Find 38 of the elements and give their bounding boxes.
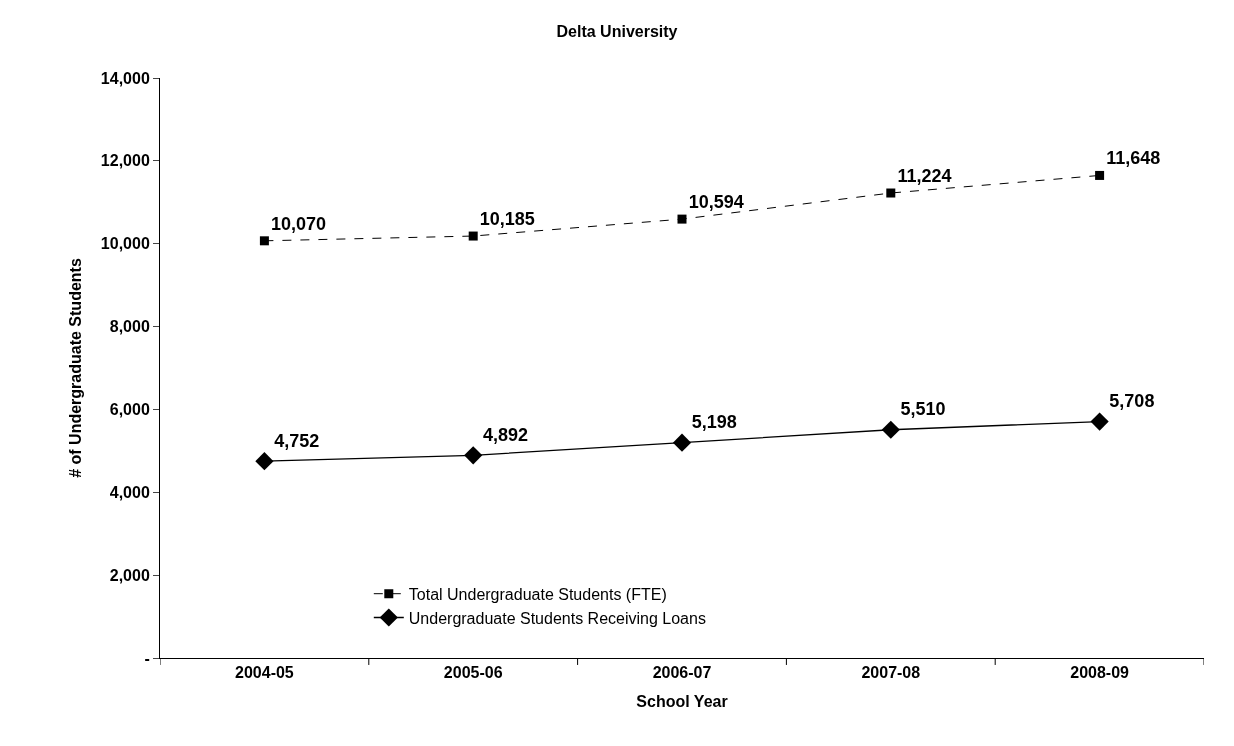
x-tick-label: 2005-06 xyxy=(443,664,503,682)
y-tick-label: 12,000 xyxy=(100,152,150,170)
data-label: 4,752 xyxy=(274,430,320,451)
y-tick-label: 4,000 xyxy=(109,483,150,501)
y-tick-label: - xyxy=(144,649,150,667)
legend-label: Total Undergraduate Students (FTE) xyxy=(408,585,667,603)
point xyxy=(677,214,687,224)
point xyxy=(464,446,483,465)
data-label: 5,510 xyxy=(900,399,946,420)
y-tick-label: 10,000 xyxy=(100,235,150,253)
point xyxy=(886,188,896,198)
data-label: 5,708 xyxy=(1109,391,1155,412)
point xyxy=(881,420,900,439)
y-tick-label: 6,000 xyxy=(109,401,150,419)
y-tick-label: 8,000 xyxy=(109,318,150,336)
x-tick-label: 2008-09 xyxy=(1070,664,1130,682)
y-tick-label: 14,000 xyxy=(100,69,150,87)
point xyxy=(468,231,478,241)
x-axis-title: School Year xyxy=(636,692,728,710)
data-label: 10,070 xyxy=(271,213,327,234)
y-axis-title: # of Undergraduate Students xyxy=(66,258,84,478)
point xyxy=(1095,170,1105,180)
x-tick-label: 2007-08 xyxy=(861,664,921,682)
data-label: 10,185 xyxy=(479,208,535,229)
x-tick-label: 2006-07 xyxy=(652,664,712,682)
data-label: 11,224 xyxy=(897,165,952,186)
data-label: 5,198 xyxy=(691,412,737,433)
point xyxy=(672,433,692,452)
y-tick-label: 2,000 xyxy=(109,566,150,584)
point xyxy=(1090,412,1109,431)
data-label: 10,594 xyxy=(688,191,744,212)
data-label: 4,892 xyxy=(482,425,528,446)
chart-title: Delta University xyxy=(556,23,678,41)
data-label: 11,648 xyxy=(1106,148,1161,169)
point xyxy=(255,452,274,471)
legend-label: Undergraduate Students Receiving Loans xyxy=(408,609,706,627)
x-tick-label: 2004-05 xyxy=(235,664,294,682)
point xyxy=(259,236,269,246)
